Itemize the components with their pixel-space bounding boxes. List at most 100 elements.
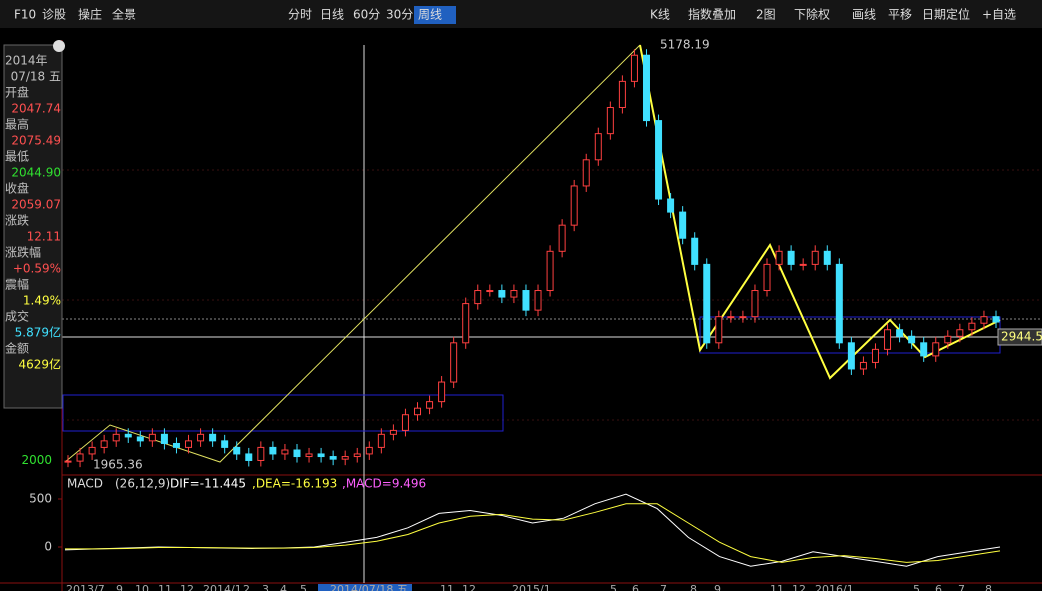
info-value: +0.59%	[13, 262, 61, 276]
toolbar-button[interactable]: +自选	[982, 8, 1016, 22]
candle	[197, 433, 205, 442]
candle	[992, 316, 1000, 323]
candle	[438, 381, 446, 403]
info-panel	[3, 44, 63, 409]
info-value: 1.49%	[23, 294, 61, 308]
trend-line	[64, 44, 641, 463]
candle	[209, 433, 217, 442]
candle	[498, 290, 506, 298]
candle	[582, 159, 590, 187]
date-label: 6	[935, 583, 942, 591]
high-label: 5178.19	[660, 38, 710, 52]
date-label: 10	[135, 583, 149, 591]
info-value: 12.11	[27, 230, 61, 244]
candle	[353, 453, 361, 458]
candle	[245, 453, 253, 461]
candle	[546, 250, 554, 292]
candle	[703, 263, 711, 344]
y-tick-label: 0	[44, 540, 52, 554]
candle	[968, 322, 976, 331]
info-value: 2047.74	[11, 102, 61, 116]
info-label: 涨跌幅	[5, 245, 41, 260]
grid	[62, 169, 1042, 421]
toolbar-button[interactable]: 2图	[756, 8, 776, 22]
info-label: 金额	[5, 341, 29, 356]
date-label: 3	[262, 583, 269, 591]
candle	[956, 329, 964, 337]
candle	[160, 433, 168, 444]
zigzag	[639, 44, 1001, 380]
box	[62, 394, 504, 432]
candle	[221, 440, 229, 448]
candle	[630, 54, 638, 82]
candle	[317, 453, 325, 458]
info-label: 最高	[5, 117, 29, 132]
date-label: 7	[958, 583, 965, 591]
date-label: 6	[632, 583, 639, 591]
candle	[534, 290, 542, 311]
date-highlight	[318, 584, 412, 591]
candle	[871, 348, 879, 363]
candle	[365, 446, 373, 455]
y-tick-label: 2000	[21, 453, 52, 467]
candle	[823, 250, 831, 265]
date-label: 5	[300, 583, 307, 591]
macd-name: MACD	[67, 477, 103, 491]
candle	[474, 290, 482, 305]
date-label: 8	[985, 583, 992, 591]
close-button[interactable]	[53, 40, 65, 52]
info-label: 震幅	[5, 277, 29, 292]
period-active	[414, 6, 456, 24]
candle	[257, 446, 265, 461]
candle	[606, 107, 614, 135]
period-button[interactable]: 周线	[418, 8, 442, 22]
toolbar-button[interactable]: K线	[650, 8, 670, 22]
date-label: 11	[770, 583, 784, 591]
toolbar-button[interactable]: 指数叠加	[688, 7, 736, 22]
candle	[570, 185, 578, 226]
candle	[667, 198, 675, 213]
candle	[426, 401, 434, 409]
candle	[462, 303, 470, 344]
macd-dea	[65, 503, 1001, 563]
candle	[88, 446, 96, 455]
info-value: 4629亿	[18, 357, 61, 372]
toolbar-button[interactable]: 诊股	[42, 8, 66, 22]
toolbar-button[interactable]: 下除权	[794, 7, 830, 22]
period-button[interactable]: 日线	[320, 8, 344, 22]
candle	[172, 442, 180, 448]
toolbar-button[interactable]: 平移	[888, 8, 912, 22]
candle	[401, 414, 409, 431]
toolbar-button[interactable]: 画线	[852, 8, 876, 22]
toolbar-button[interactable]: F10	[14, 8, 36, 22]
date-label: 5	[610, 583, 617, 591]
price-tag	[997, 328, 1042, 346]
period-button[interactable]: 分时	[288, 8, 312, 22]
candle	[932, 342, 940, 357]
candle	[558, 224, 566, 252]
date-label: 8	[690, 583, 697, 591]
candle	[618, 80, 626, 109]
macd-dif: DIF=-11.445	[170, 477, 246, 491]
candle	[980, 316, 988, 324]
candle	[341, 456, 349, 460]
candle	[811, 250, 819, 265]
candle	[522, 290, 530, 311]
toolbar-button[interactable]: 全景	[112, 7, 136, 22]
date-label: 9	[714, 583, 721, 591]
candle	[787, 250, 795, 265]
candle	[185, 440, 193, 448]
period-button[interactable]: 60分	[353, 8, 380, 22]
toolbar-button[interactable]: 日期定位	[922, 7, 970, 22]
info-value: 2044.90	[11, 166, 61, 180]
date-label: 9	[116, 583, 123, 591]
toolbar-button[interactable]: 操庄	[78, 7, 102, 22]
candle	[136, 436, 144, 442]
date-label: 11	[440, 583, 454, 591]
candle	[799, 263, 807, 266]
candle	[329, 456, 337, 460]
info-label: 涨跌	[5, 213, 29, 228]
period-button[interactable]: 30分	[386, 8, 413, 22]
candle	[835, 263, 843, 344]
candle	[124, 433, 132, 438]
